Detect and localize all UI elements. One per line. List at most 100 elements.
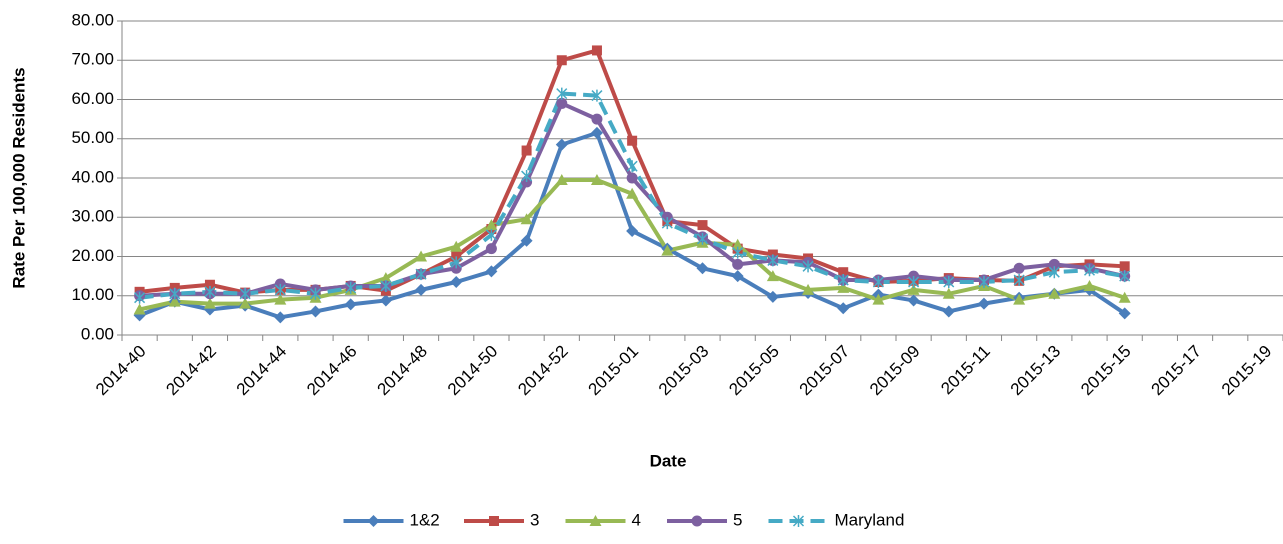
y-tick-label: 0.00 <box>81 324 114 343</box>
x-tick-label: 2015-01 <box>585 342 643 400</box>
marker <box>555 138 568 151</box>
marker <box>345 281 357 294</box>
marker <box>204 279 215 290</box>
marker <box>379 272 392 284</box>
marker <box>556 87 568 100</box>
legend-item: 1&2 <box>343 510 440 529</box>
marker <box>450 240 463 252</box>
y-axis-title: Rate Per 100,000 Residents <box>9 67 28 288</box>
marker <box>1013 274 1025 287</box>
marker <box>485 265 498 278</box>
marker <box>485 243 497 255</box>
marker <box>485 219 498 231</box>
marker <box>1119 261 1130 272</box>
marker <box>696 262 709 275</box>
x-tick-label: 2014-50 <box>444 342 502 400</box>
marker <box>520 213 533 225</box>
legend-item: Maryland <box>768 510 904 529</box>
marker <box>521 170 533 183</box>
legend-label: 1&2 <box>410 510 440 529</box>
marker <box>415 250 428 262</box>
marker <box>661 217 673 230</box>
marker <box>590 173 603 185</box>
marker <box>367 515 380 527</box>
marker <box>627 135 638 146</box>
marker <box>837 274 849 287</box>
marker <box>838 267 849 278</box>
marker <box>697 220 708 231</box>
marker <box>1048 287 1061 299</box>
marker <box>792 515 805 527</box>
marker <box>589 515 602 526</box>
x-tick-label: 2015-05 <box>725 342 783 400</box>
marker <box>203 297 216 309</box>
marker <box>1119 270 1131 283</box>
marker <box>168 295 181 307</box>
x-tick-label: 2015-13 <box>1007 342 1065 400</box>
marker <box>379 294 392 307</box>
marker <box>415 268 427 281</box>
marker <box>415 283 428 296</box>
y-tick-label: 70.00 <box>71 50 114 69</box>
marker <box>837 281 850 293</box>
marker <box>344 298 357 311</box>
marker <box>309 305 322 318</box>
marker <box>907 283 920 295</box>
legend-label: 5 <box>733 510 742 529</box>
marker <box>274 293 287 305</box>
y-tick-label: 30.00 <box>71 207 114 226</box>
marker <box>661 244 674 256</box>
x-tick-label: 2014-48 <box>373 342 431 400</box>
marker <box>766 290 779 303</box>
marker <box>732 246 744 259</box>
marker <box>380 279 392 292</box>
marker <box>1013 293 1026 305</box>
marker <box>908 276 920 289</box>
marker <box>626 224 639 237</box>
marker <box>1048 266 1060 279</box>
marker <box>590 126 603 139</box>
marker <box>1013 262 1025 274</box>
x-tick-label: 2014-52 <box>514 342 572 400</box>
marker <box>556 55 567 66</box>
marker <box>591 89 603 102</box>
marker <box>134 291 146 304</box>
marker <box>978 276 990 289</box>
y-tick-label: 80.00 <box>71 10 114 29</box>
marker <box>1118 307 1131 320</box>
marker <box>274 311 287 324</box>
marker <box>450 276 463 289</box>
marker <box>802 283 815 295</box>
marker <box>977 297 990 310</box>
x-tick-label: 2014-40 <box>92 342 150 400</box>
marker <box>169 287 181 300</box>
y-tick-label: 20.00 <box>71 246 114 265</box>
marker <box>626 172 638 184</box>
x-tick-label: 2015-03 <box>655 342 713 400</box>
marker <box>309 287 322 300</box>
x-tick-label: 2015-11 <box>937 342 994 399</box>
y-tick-label: 60.00 <box>71 89 114 108</box>
marker <box>943 276 955 289</box>
marker <box>802 260 814 273</box>
legend-item: 3 <box>464 510 539 529</box>
marker <box>626 160 638 173</box>
marker <box>907 294 920 307</box>
marker <box>485 228 497 241</box>
marker <box>731 238 744 250</box>
legend-item: 5 <box>667 510 742 529</box>
marker <box>555 173 568 185</box>
x-tick-label: 2015-09 <box>866 342 924 400</box>
marker <box>1083 279 1096 291</box>
marker <box>691 515 703 527</box>
marker <box>1048 258 1060 270</box>
y-tick-label: 40.00 <box>71 167 114 186</box>
y-tick-label: 10.00 <box>71 285 114 304</box>
x-tick-label: 2015-17 <box>1147 342 1205 400</box>
legend-label: 3 <box>530 510 539 529</box>
x-tick-label: 2015-07 <box>796 342 854 400</box>
marker <box>239 297 252 309</box>
marker <box>204 285 216 298</box>
marker <box>872 276 884 289</box>
